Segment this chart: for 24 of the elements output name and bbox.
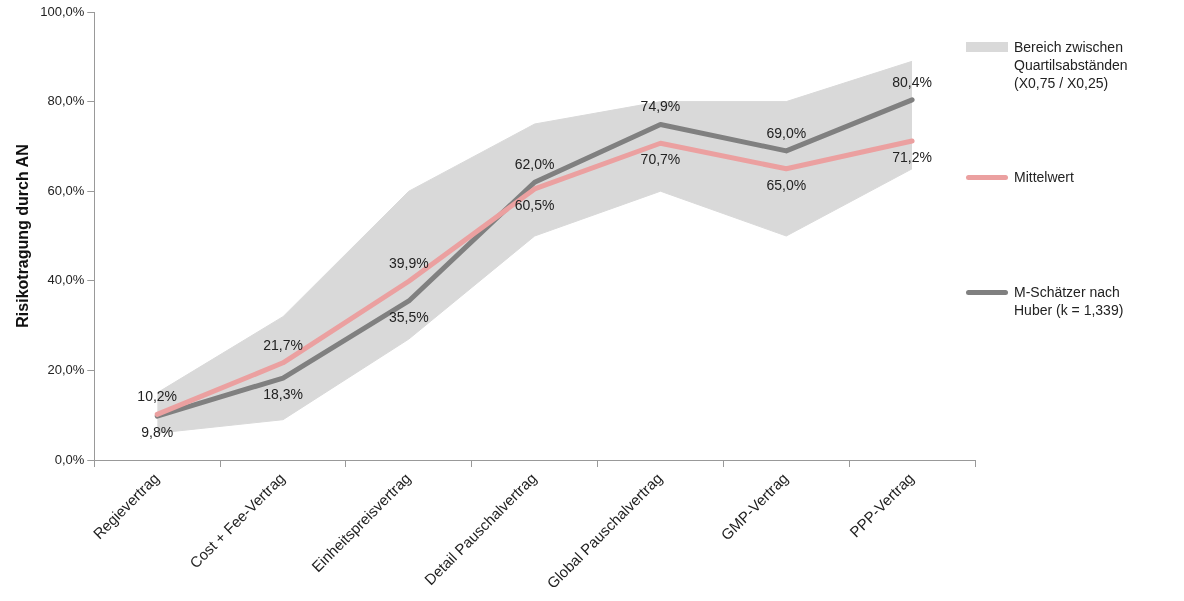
data-label: 21,7% [263,336,303,353]
data-label: 69,0% [766,124,807,141]
data-label: 62,0% [514,156,555,173]
data-label: 80,4% [892,73,932,90]
y-tick-label: 0,0% [54,451,85,467]
data-label: 18,3% [263,385,303,402]
y-tick-label: 20,0% [47,362,85,377]
y-tick-label: 80,0% [47,93,85,109]
data-label: 65,0% [766,176,807,193]
y-tick-label: 40,0% [47,272,85,288]
y-tick-label: 100,0% [40,3,85,19]
legend-label: M-Schätzer nach Huber (k = 1,339) [1014,283,1125,319]
legend-label: Mittelwert [1014,168,1075,186]
data-label: 60,5% [514,196,555,213]
data-label: 74,9% [640,98,681,115]
data-label: 9,8% [141,423,174,440]
text: Bereich zwischen Quartilsabständen (X0,75 / X0,25) [1014,38,1129,92]
data-label: 71,2% [892,148,932,165]
data-label: 35,5% [388,308,429,325]
y-axis-title: Risikotragung durch AN [14,144,32,328]
data-label: 70,7% [640,151,681,168]
y-tick-label: 60,0% [47,182,85,198]
data-label: 39,9% [388,255,429,272]
data-label: 10,2% [137,388,178,405]
